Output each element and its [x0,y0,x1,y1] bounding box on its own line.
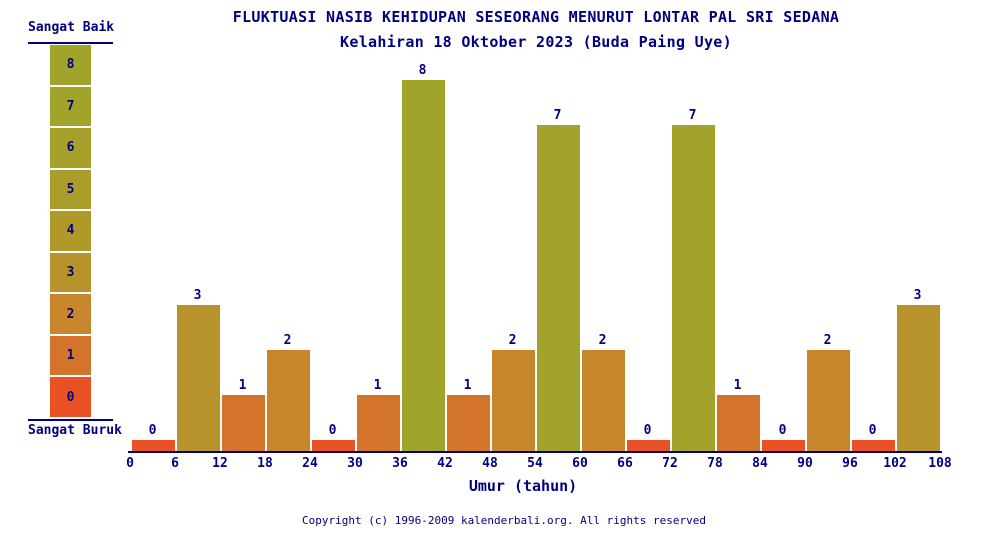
bar-value-label: 2 [508,333,517,348]
bar [312,440,355,452]
bar [357,395,400,452]
bar-value-label: 0 [868,423,877,438]
x-tick-label: 30 [347,456,363,471]
bar [267,350,310,452]
x-tick-label: 96 [842,456,858,471]
legend-cell: 2 [50,294,91,334]
legend-cell: 1 [50,335,91,376]
bar-value-label: 7 [688,108,697,123]
bar [492,350,535,452]
chart-title: FLUKTUASI NASIB KEHIDUPAN SESEORANG MENU… [232,8,840,26]
legend-cell-label: 5 [66,181,75,197]
bar-value-label: 0 [328,423,337,438]
bar-value-label: 3 [913,288,922,303]
legend-top-divider [28,42,113,44]
bar-value-label: 2 [823,333,832,348]
bar-value-label: 7 [553,108,562,123]
legend-cell-label: 6 [66,140,75,156]
bar [132,440,175,452]
legend-cell-label: 3 [66,265,75,281]
x-tick-label: 18 [257,456,273,471]
x-tick-label: 84 [752,456,768,471]
x-tick-label: 12 [212,456,228,471]
bar [762,440,805,452]
legend-cell: 4 [50,211,91,251]
x-tick-label: 0 [126,456,134,471]
bar [672,125,715,452]
bar-value-label: 1 [463,378,472,393]
x-axis-line [128,451,942,453]
bar-value-label: 0 [643,423,652,438]
x-tick-label: 54 [527,456,543,471]
bar [177,305,220,452]
copyright-text: Copyright (c) 1996-2009 kalenderbali.org… [302,514,706,527]
bar [807,350,850,452]
legend-cell-label: 7 [66,98,75,114]
bar-value-label: 3 [193,288,202,303]
legend-best-label: Sangat Baik [28,20,115,35]
bar [222,395,265,452]
legend-cell: 0 [50,377,91,417]
bar-value-label: 8 [418,63,427,78]
bar [447,395,490,452]
bar [627,440,670,452]
bar [402,80,445,452]
chart-subtitle: Kelahiran 18 Oktober 2023 (Buda Paing Uy… [340,33,732,51]
legend-cell: 5 [50,169,91,210]
legend-cell-label: 2 [66,306,75,322]
x-tick-label: 102 [883,456,907,471]
bar-value-label: 0 [148,423,157,438]
bar-value-label: 2 [598,333,607,348]
legend-cell-label: 0 [66,389,75,405]
bar-value-label: 0 [778,423,787,438]
title-block: FLUKTUASI NASIB KEHIDUPAN SESEORANG MENU… [130,8,942,51]
x-tick-label: 72 [662,456,678,471]
legend-cell: 7 [50,86,91,127]
legend-cell-label: 8 [66,57,75,73]
x-tick-label: 108 [928,456,952,471]
x-tick-label: 42 [437,456,453,471]
x-tick-label: 90 [797,456,813,471]
x-tick-label: 66 [617,456,633,471]
x-axis-title: Umur (tahun) [468,477,578,495]
x-tick-label: 78 [707,456,723,471]
legend-color-scale: 8 7 6 5 4 3 2 1 0 [50,45,91,417]
legend-scale: Sangat Baik 8 7 6 5 4 3 2 1 0 Sangat Buruk [28,20,122,445]
legend-cell: 8 [50,45,91,85]
bar [717,395,760,452]
x-tick-label: 60 [572,456,588,471]
legend-cell: 3 [50,252,91,293]
bar-value-label: 2 [283,333,292,348]
x-tick-label: 48 [482,456,498,471]
legend-cell-label: 1 [66,348,75,364]
legend-cell-label: 4 [66,223,75,239]
bar [537,125,580,452]
bar-value-label: 1 [733,378,742,393]
legend-worst-label: Sangat Buruk [28,423,122,438]
bar [582,350,625,452]
x-tick-label: 36 [392,456,408,471]
x-axis-ticks: 0 6 12 18 24 30 36 42 48 54 60 66 72 78 84 90 96 102 108 [126,456,952,472]
bar-value-label: 1 [238,378,247,393]
bar [897,305,940,452]
x-tick-label: 24 [302,456,318,471]
bar-value-label: 1 [373,378,382,393]
x-tick-label: 6 [171,456,179,471]
legend-bottom-divider [28,419,113,421]
legend-cell: 6 [50,128,91,168]
bar [852,440,895,452]
